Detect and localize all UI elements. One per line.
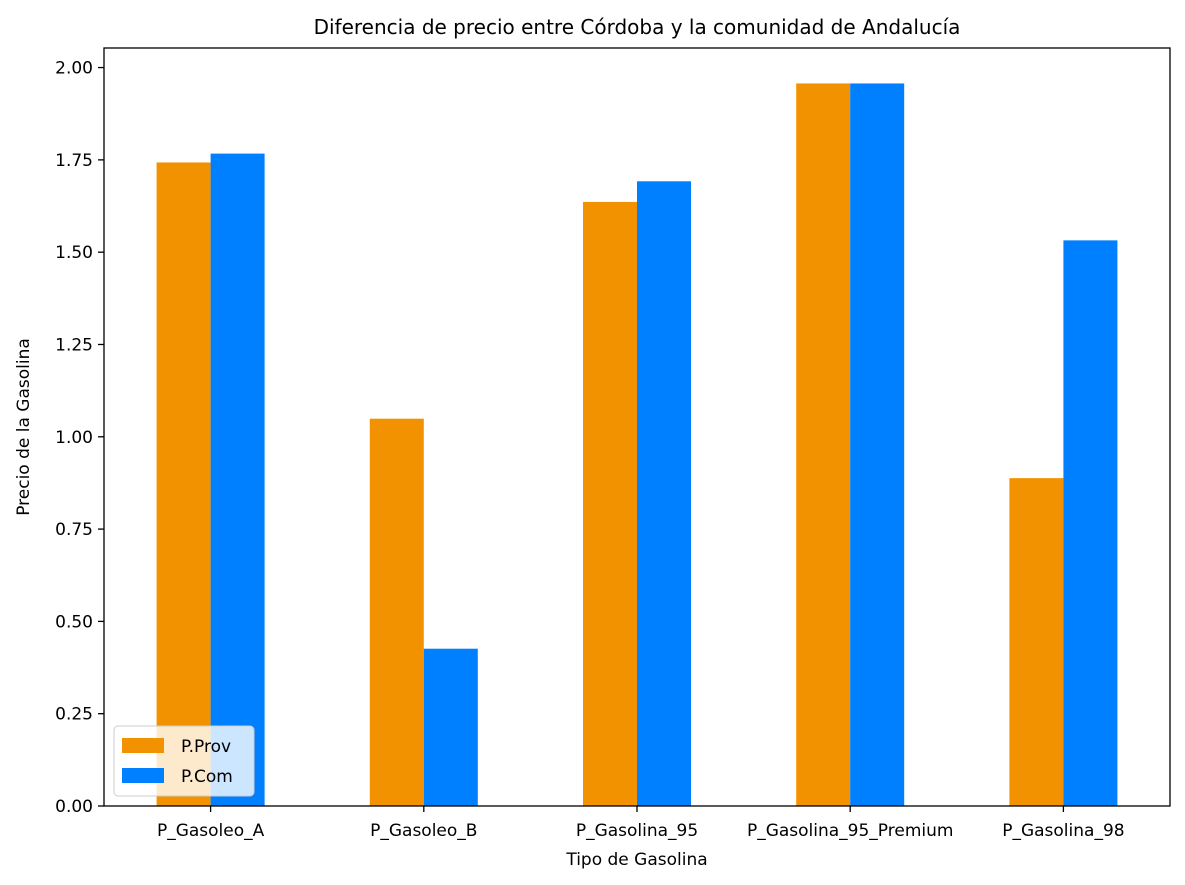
- y-tick-label: 0.25: [55, 705, 93, 725]
- x-axis-label: Tipo de Gasolina: [565, 850, 707, 870]
- bar-pcom-3: [637, 181, 691, 807]
- chart-title: Diferencia de precio entre Córdoba y la …: [314, 15, 961, 39]
- legend-label-pprov: P.Prov: [181, 737, 231, 757]
- bar-pcom-4: [850, 83, 905, 807]
- y-tick-label: 1.50: [55, 243, 93, 263]
- bar-pcom-1: [210, 153, 265, 807]
- y-tick-label: 2.00: [55, 59, 93, 79]
- bar-pprov-1: [156, 162, 211, 806]
- bar-pprov-3: [583, 201, 637, 806]
- y-tick-label: 1.75: [55, 151, 93, 171]
- y-tick-label: 0.00: [55, 797, 93, 817]
- x-axis: P_Gasoleo_A P_Gasoleo_B P_Gasolina_95 P_Gas…: [157, 806, 1125, 841]
- legend-swatch-pcom: [122, 768, 164, 783]
- x-tick-label: P_Gasolina_98: [1002, 821, 1124, 841]
- x-tick-label: P_Gasoleo_B: [370, 821, 477, 841]
- bar-pprov-4: [796, 83, 851, 807]
- bar-pcom-5: [1063, 240, 1118, 806]
- bar-pprov-2: [369, 418, 424, 806]
- bars-layer: [156, 83, 1118, 807]
- y-tick-label: 1.00: [55, 428, 93, 448]
- y-tick-label: 0.75: [55, 520, 93, 540]
- legend-label-pcom: P.Com: [181, 767, 233, 787]
- bar-pprov-5: [1009, 478, 1064, 806]
- x-tick-label: P_Gasoleo_A: [157, 821, 265, 841]
- x-tick-label: P_Gasolina_95: [576, 821, 698, 841]
- y-tick-label: 0.50: [55, 612, 93, 632]
- bar-pcom-2: [423, 648, 478, 806]
- y-axis-label: Precio de la Gasolina: [14, 338, 34, 516]
- legend: P.Prov P.Com: [113, 725, 255, 797]
- y-tick-label: 1.25: [55, 335, 93, 355]
- y-axis: 0.00 0.25 0.50 0.75 1.00 1.25 1.50 1.75 2.00: [55, 59, 104, 817]
- legend-swatch-pprov: [122, 738, 164, 753]
- x-tick-label: P_Gasolina_95_Premium: [747, 821, 954, 841]
